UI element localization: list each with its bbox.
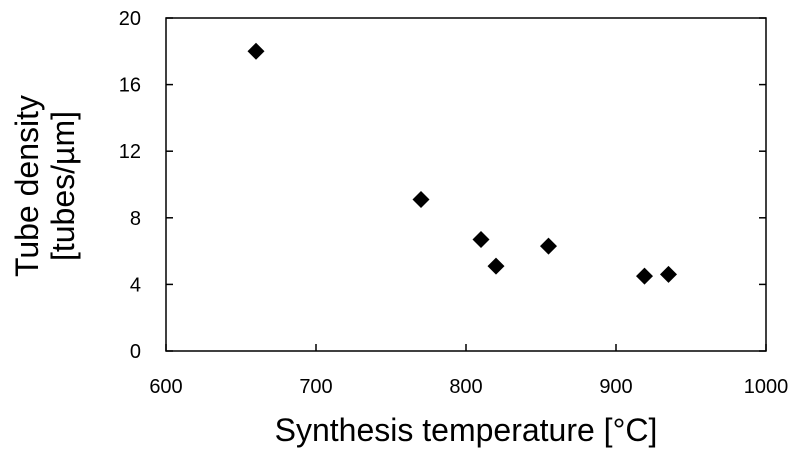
y-axis-title-line-1: Tube density: [9, 95, 45, 277]
data-point-diamond: [487, 257, 505, 275]
y-tick-label: 0: [130, 341, 141, 363]
y-axis-title-line-2: [tubes/µm]: [45, 111, 81, 261]
y-tick-label: 20: [119, 8, 141, 30]
x-tick-label: 1000: [744, 376, 789, 398]
data-point-diamond: [660, 265, 677, 283]
plot-frame: [165, 17, 767, 352]
y-axis-title: Tube density [tubes/µm]: [9, 95, 81, 277]
y-axis-ticks: 0 4 8 12 16 20: [119, 8, 766, 363]
data-point-diamond: [247, 42, 265, 60]
x-tick-label: 700: [299, 376, 332, 398]
x-tick-label: 600: [149, 376, 182, 398]
y-tick-label: 8: [130, 208, 141, 230]
data-point-diamond: [472, 230, 490, 248]
y-tick-label: 16: [119, 75, 141, 97]
x-tick-label: 800: [449, 376, 482, 398]
x-axis-title: Synthesis temperature [°C]: [275, 412, 658, 448]
plot-border: [165, 17, 767, 352]
data-points: [247, 42, 677, 285]
y-tick-label: 12: [119, 141, 141, 163]
y-tick-label: 4: [130, 274, 141, 296]
x-axis-ticks: 600 700 800 900 1000: [149, 344, 788, 398]
data-point-diamond: [540, 237, 557, 255]
x-tick-label: 900: [599, 376, 632, 398]
data-point-diamond: [636, 267, 653, 285]
data-point-diamond: [412, 190, 430, 208]
